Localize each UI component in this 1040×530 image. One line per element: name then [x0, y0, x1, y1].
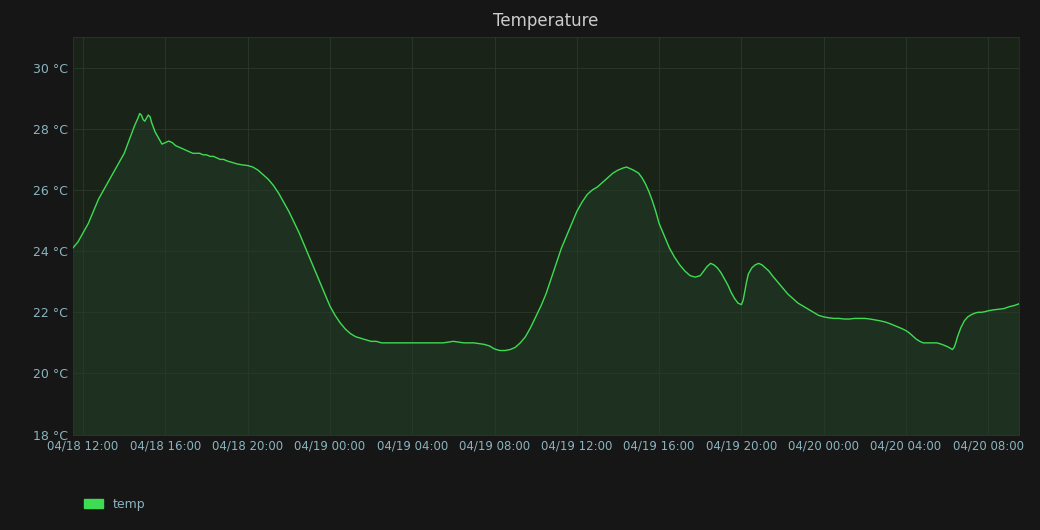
- Legend: temp: temp: [79, 493, 151, 516]
- Title: Temperature: Temperature: [493, 12, 599, 30]
